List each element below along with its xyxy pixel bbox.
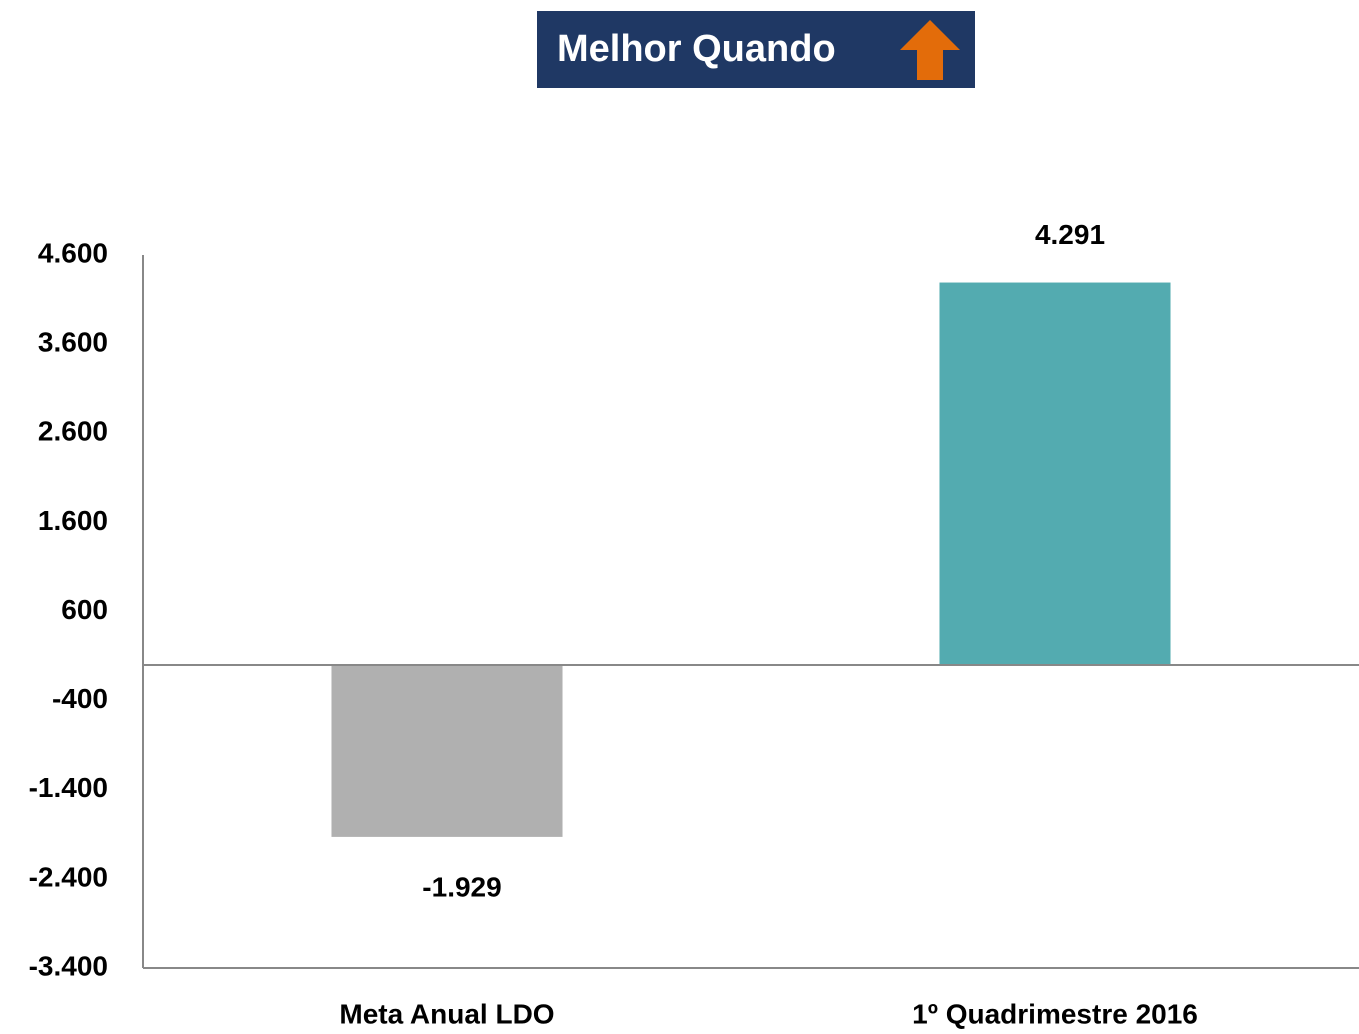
up-arrow [900,20,960,80]
x-tick-label: 1º Quadrimestre 2016 [912,998,1198,1029]
bar [331,664,563,837]
value-label: 4.291 [1035,219,1105,250]
y-tick-label: -1.400 [29,772,108,803]
bar [939,282,1171,665]
x-tick-label: Meta Anual LDO [339,998,554,1029]
y-tick-label: 600 [61,594,108,625]
y-tick-label: 3.600 [38,327,108,358]
chart-title: Melhor Quando [557,28,836,70]
y-tick-label: 4.600 [38,237,108,268]
y-tick-label: -2.400 [29,861,108,892]
y-tick-label: -3.400 [29,950,108,981]
y-tick-label: 1.600 [38,505,108,536]
value-label: -1.929 [422,871,501,902]
y-tick-label: 2.600 [38,416,108,447]
y-tick-label: -400 [52,683,108,714]
